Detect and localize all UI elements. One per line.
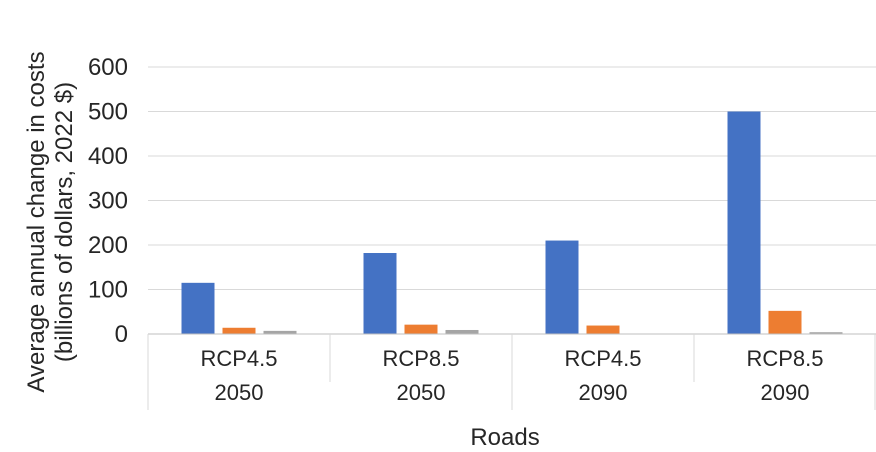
- x-category-label-year: 2090: [579, 380, 628, 405]
- bar: [545, 240, 579, 334]
- gridlines: [148, 66, 876, 290]
- bars: [181, 111, 843, 334]
- x-category-label-scenario: RCP4.5: [200, 346, 277, 371]
- y-tick-label: 300: [88, 188, 128, 215]
- y-tick-label: 200: [88, 232, 128, 259]
- bar: [222, 327, 256, 334]
- bar: [263, 330, 297, 334]
- bar: [445, 329, 479, 334]
- x-category-label-year: 2090: [761, 380, 810, 405]
- y-tick-label: 500: [88, 99, 128, 126]
- y-axis-title-line1: Average annual change in costs: [23, 51, 50, 392]
- x-axis-title: Roads: [470, 424, 539, 451]
- x-category-label-year: 2050: [215, 380, 264, 405]
- bar: [181, 282, 215, 334]
- y-tick-label: 100: [88, 277, 128, 304]
- x-category-label-scenario: RCP8.5: [382, 346, 459, 371]
- bar: [586, 325, 620, 334]
- x-category-label-year: 2050: [397, 380, 446, 405]
- y-tick-label: 400: [88, 143, 128, 170]
- y-tick-label: 600: [88, 54, 128, 81]
- bar: [727, 111, 761, 334]
- y-axis-title-line2: (billions of dollars, 2022 $): [51, 82, 78, 362]
- bar: [404, 324, 438, 334]
- y-tick-label: 0: [115, 321, 128, 348]
- x-category-label-scenario: RCP4.5: [564, 346, 641, 371]
- bar: [363, 253, 397, 334]
- bar: [768, 310, 802, 334]
- bar: [809, 332, 843, 334]
- x-category-label-scenario: RCP8.5: [746, 346, 823, 371]
- axes: 0 100 200 300 400 500 600 RCP4.5 2050 RCP8.5 2050 R…: [88, 54, 876, 410]
